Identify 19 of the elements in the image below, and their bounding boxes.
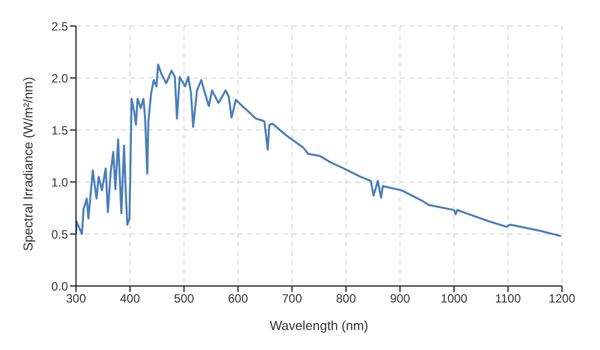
- x-tick-label: 1100: [495, 292, 522, 306]
- x-tick-label: 1200: [548, 292, 576, 306]
- x-tick-label: 900: [390, 292, 410, 306]
- line-series: [76, 63, 562, 238]
- x-axis-title: Wavelength (nm): [270, 318, 368, 333]
- y-tick-label: 0.0: [51, 279, 68, 294]
- y-tick-label: 2.0: [51, 71, 68, 86]
- x-tick-label: 500: [174, 292, 194, 306]
- y-axis-title: Spectral Irradiance (W/m²/nm): [20, 76, 36, 251]
- y-tick-label: 2.5: [51, 19, 68, 34]
- x-tick-label: 700: [282, 292, 302, 306]
- y-tick-label: 1.5: [51, 123, 68, 138]
- x-tick-label: 1000: [440, 292, 468, 306]
- x-tick-label: 600: [228, 292, 248, 306]
- y-tick-label: 1.0: [51, 175, 68, 190]
- x-tick-label: 300: [66, 292, 86, 306]
- x-tick-label: 800: [336, 292, 356, 306]
- x-tick-label: 400: [120, 292, 140, 306]
- y-tick-label: 0.5: [51, 227, 68, 242]
